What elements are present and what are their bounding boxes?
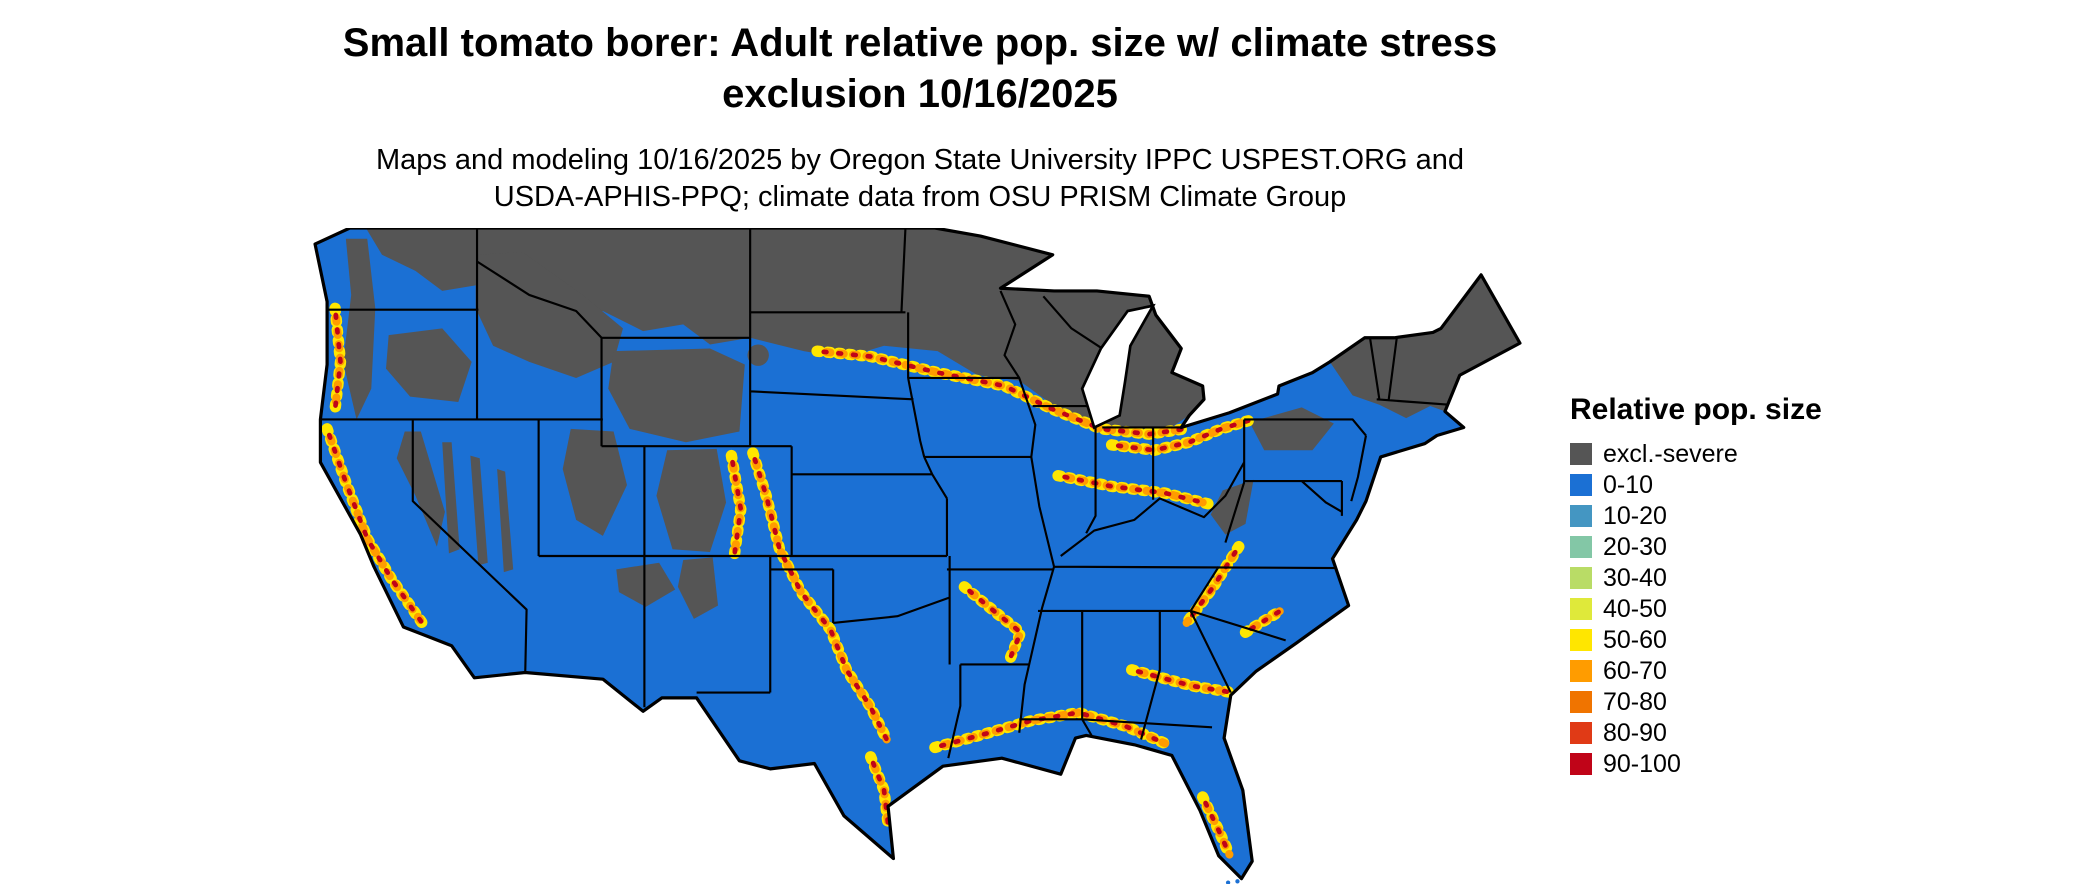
legend-row: 60-70 [1570,658,1870,684]
legend-row: 50-60 [1570,627,1870,653]
map-title-line1: Small tomato borer: Adult relative pop. … [342,21,1498,65]
map-subtitle-line1: Maps and modeling 10/16/2025 by Oregon S… [375,144,1465,177]
legend-label: excl.-severe [1603,439,1738,468]
legend-swatch [1570,691,1592,713]
legend-label: 50-60 [1603,625,1667,654]
legend-row: 0-10 [1570,472,1870,498]
legend-entries: excl.-severe 0-10 10-20 20-30 30-40 40-5… [1570,441,1870,777]
map-subtitle-line2: USDA-APHIS-PPQ; climate data from OSU PR… [493,180,1347,213]
legend-label: 40-50 [1603,594,1667,623]
legend-label: 30-40 [1603,563,1667,592]
florida-keys [1225,879,1240,884]
legend-swatch [1570,753,1592,775]
state-borders [320,228,1450,759]
legend-row: 40-50 [1570,596,1870,622]
legend-swatch [1570,629,1592,651]
legend-swatch [1570,505,1592,527]
legend-row: 90-100 [1570,751,1870,777]
legend-swatch [1570,722,1592,744]
legend-label: 70-80 [1603,687,1667,716]
legend-label: 0-10 [1603,470,1654,499]
legend-swatch [1570,598,1592,620]
map-header: Small tomato borer: Adult relative pop. … [0,18,1840,215]
legend-swatch [1570,660,1592,682]
legend-label: 90-100 [1603,749,1681,778]
legend-swatch [1570,443,1592,465]
legend-swatch [1570,536,1592,558]
us-map-container [308,228,1527,884]
legend-row: 80-90 [1570,720,1870,746]
legend: Relative pop. size excl.-severe 0-10 10-… [1570,393,1870,782]
legend-label: 60-70 [1603,656,1667,685]
legend-label: 80-90 [1603,718,1667,747]
legend-row: 30-40 [1570,565,1870,591]
legend-row: 20-30 [1570,534,1870,560]
map-subtitle: Maps and modeling 10/16/2025 by Oregon S… [0,142,1840,215]
legend-swatch [1570,474,1592,496]
legend-row: 10-20 [1570,503,1870,529]
legend-swatch [1570,567,1592,589]
legend-row: 70-80 [1570,689,1870,715]
legend-row: excl.-severe [1570,441,1870,467]
legend-label: 20-30 [1603,532,1667,561]
us-map [313,228,1522,884]
map-title-line2: exclusion 10/16/2025 [722,72,1118,117]
legend-label: 10-20 [1603,501,1667,530]
legend-title: Relative pop. size [1570,393,1822,426]
exclusion-regions [343,228,1520,619]
